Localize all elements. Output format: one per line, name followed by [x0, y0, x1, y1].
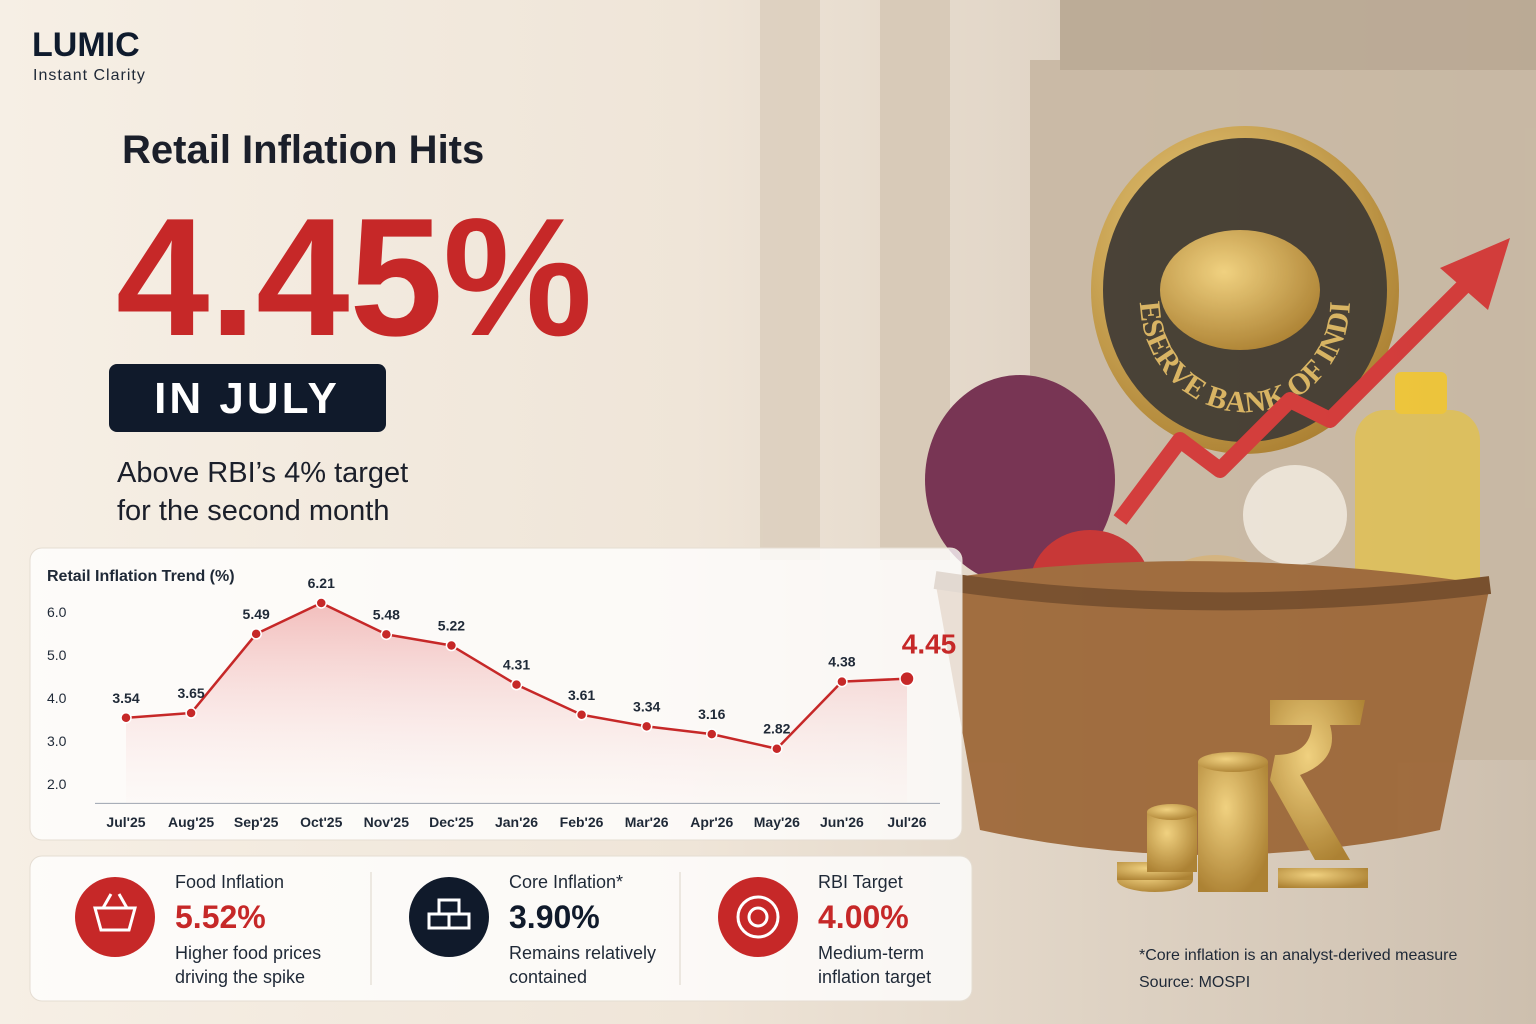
line-area — [126, 602, 907, 804]
stat-icon — [718, 877, 798, 957]
x-tick-label: Nov'25 — [364, 814, 410, 830]
y-tick-label: 6.0 — [47, 604, 67, 620]
stat-label: RBI Target — [818, 872, 903, 892]
data-label: 4.38 — [828, 654, 855, 670]
data-point — [575, 709, 588, 721]
headline-sub: Above RBI’s 4% target — [117, 457, 408, 489]
data-label: 4.45 — [902, 629, 957, 660]
stat-value: 3.90% — [509, 899, 600, 935]
data-label: 6.21 — [308, 575, 335, 591]
stat-value: 5.52% — [175, 899, 266, 935]
icon-cubes — [427, 898, 471, 930]
x-tick-label: Aug'25 — [168, 814, 214, 830]
data-point — [510, 678, 523, 691]
data-point — [185, 707, 197, 719]
data-point — [250, 628, 262, 640]
data-label: 5.22 — [438, 618, 465, 634]
x-tick-label: Jul'25 — [106, 814, 145, 830]
x-tick-label: Apr'26 — [690, 814, 733, 830]
chart: 2.0 3.0 4.0 5.0 6.0 Jul'25 Aug'25 Sep'25 Oct'25 N… — [47, 575, 956, 830]
x-tick-label: Mar'26 — [625, 814, 669, 830]
data-label: 3.34 — [633, 698, 660, 714]
data-label: 2.82 — [763, 721, 790, 737]
chart-title: Retail Inflation Trend (%) — [47, 568, 235, 585]
x-tick-label: May'26 — [754, 814, 800, 830]
data-label: 4.31 — [503, 657, 530, 673]
x-tick-label: Feb'26 — [560, 814, 604, 830]
y-tick-label: 5.0 — [47, 647, 67, 663]
data-label: 5.48 — [373, 606, 400, 622]
stat-value: 4.00% — [818, 899, 909, 935]
x-tick-label: Sep'25 — [234, 814, 279, 830]
stat-desc: Medium-term — [818, 943, 924, 963]
stats: Food Inflation 5.52% Higher food prices dri… — [75, 872, 931, 987]
source: Source: MOSPI — [1139, 974, 1250, 991]
data-point — [315, 597, 327, 609]
data-label: 3.16 — [698, 706, 725, 722]
stat-icon — [75, 877, 155, 957]
icon-basket — [93, 893, 137, 932]
stat-desc: Higher food prices — [175, 943, 321, 963]
headline-lead: Retail Inflation Hits — [122, 128, 484, 172]
data-point — [640, 720, 653, 733]
data-point — [836, 675, 848, 688]
data-label: 3.54 — [112, 690, 139, 706]
data-point — [120, 712, 132, 724]
headline-sub: for the second month — [117, 495, 389, 527]
stat-desc: contained — [509, 967, 587, 987]
data-label: 5.49 — [243, 606, 270, 622]
data-point — [380, 628, 393, 641]
data-point — [771, 742, 783, 755]
footnote: *Core inflation is an analyst-derived me… — [1139, 947, 1457, 964]
badge-text: IN JULY — [154, 374, 340, 423]
x-tick-label: Dec'25 — [429, 814, 474, 830]
data-point — [899, 670, 915, 687]
icon-target — [736, 895, 780, 939]
x-tick-label: Oct'25 — [300, 814, 342, 830]
stat-desc: inflation target — [818, 967, 931, 987]
brand-name: LUMIC — [32, 26, 140, 64]
data-label: 3.61 — [568, 687, 595, 703]
data-point — [445, 639, 458, 652]
y-tick-label: 2.0 — [47, 776, 67, 792]
badge — [109, 364, 386, 432]
icon-target — [747, 906, 769, 928]
stat-label: Food Inflation — [175, 872, 284, 892]
y-tick-label: 3.0 — [47, 733, 67, 749]
headline-figure: 4.45% — [116, 183, 592, 371]
stat-desc: driving the spike — [175, 967, 305, 987]
data-point — [706, 728, 718, 740]
stat-label: Core Inflation* — [509, 872, 623, 892]
brand-tagline: Instant Clarity — [33, 67, 146, 84]
y-tick-label: 4.0 — [47, 690, 67, 706]
stat-desc: Remains relatively — [509, 943, 656, 963]
data-label: 3.65 — [177, 685, 204, 701]
x-tick-label: Jun'26 — [820, 814, 864, 830]
x-tick-label: Jan'26 — [495, 814, 538, 830]
x-tick-label: Jul'26 — [887, 814, 926, 830]
